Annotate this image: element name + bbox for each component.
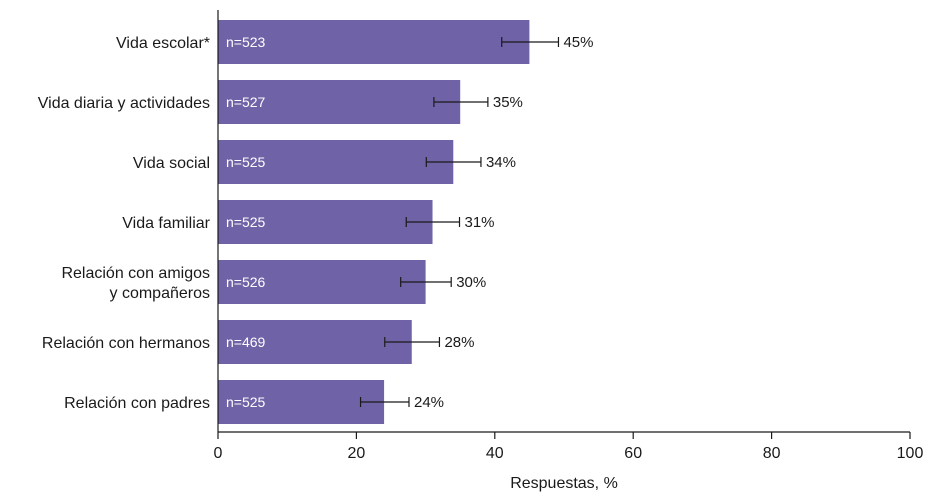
bar-n-label: n=523 [226,34,266,50]
bar-n-label: n=469 [226,334,266,350]
bar [218,140,454,184]
error-bars-layer [359,37,560,407]
category-label: Relación con hermanos [42,335,210,352]
bar-n-label: n=525 [226,214,266,230]
bar-value-label: 35% [493,94,523,111]
bar-value-label: 28% [444,334,474,351]
bar-value-label: 30% [456,274,486,291]
category-label: Vida diaria y actividades [38,95,210,112]
bar-value-label: 24% [414,394,444,411]
x-tick-label: 40 [486,445,504,462]
x-tick-label: 60 [624,445,642,462]
bar-n-label: n=525 [226,394,266,410]
x-tick-label: 80 [763,445,781,462]
x-tick-label: 0 [214,445,223,462]
bar-value-label: 31% [465,214,495,231]
category-label: Vida escolar* [116,35,210,52]
bar [218,20,530,64]
x-axis: 0 20 40 60 80 100 [214,10,924,462]
x-tick-label: 100 [897,445,924,462]
bar-value-label: 34% [486,154,516,171]
category-label: Relación con amigos y compañeros [61,265,210,302]
bar [218,260,426,304]
bar [218,380,385,424]
labels-layer: n=523 45% Vida escolar* n=527 35% Vida diaria… [38,34,594,412]
bar [218,200,433,244]
category-label: Vida social [133,155,210,172]
bar-n-label: n=526 [226,274,266,290]
x-tick-label: 20 [348,445,366,462]
bars-layer [218,20,530,424]
bar-value-label: 45% [563,34,593,51]
bar [218,80,461,124]
bar [218,320,412,364]
bar-n-label: n=525 [226,154,266,170]
category-label: Relación con padres [64,395,210,412]
category-label: Vida familiar [122,215,210,232]
bar-n-label: n=527 [226,94,266,110]
x-axis-title: Respuestas, % [510,475,618,492]
